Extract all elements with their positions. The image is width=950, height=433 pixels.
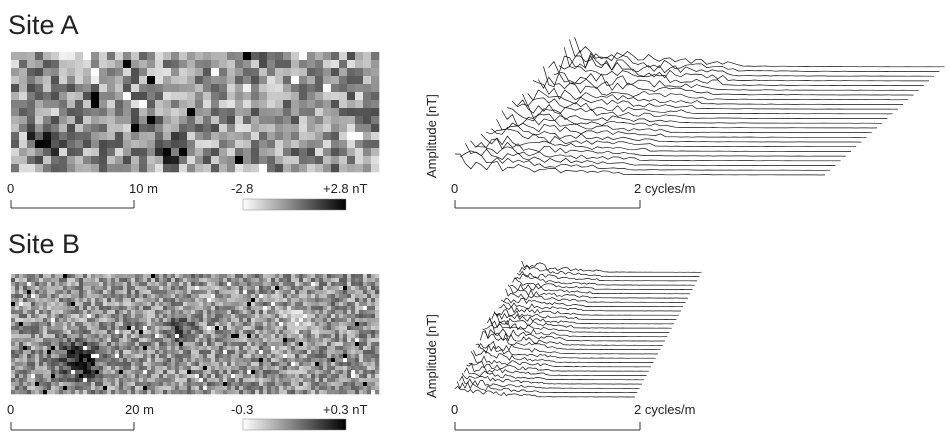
site-b-spectrum-trace bbox=[479, 331, 661, 351]
site-a-spectrum-trace bbox=[558, 55, 930, 82]
site-b-spectrum-trace bbox=[510, 283, 691, 295]
site-a-spectrum-trace bbox=[569, 39, 940, 72]
site-b-spectrum-trace bbox=[507, 284, 688, 299]
site-b-spectrum-trace bbox=[500, 299, 681, 312]
site-b-spectrum-trace bbox=[477, 340, 659, 355]
site-b-title: Site B bbox=[8, 229, 81, 259]
site-b-spectrum-trace bbox=[475, 343, 656, 359]
site-b-spectrum-trace bbox=[456, 381, 638, 394]
site-a-spectrum-trace bbox=[465, 143, 836, 166]
site-a-spectrum-trace bbox=[460, 150, 831, 171]
site-b-map-pixels bbox=[11, 274, 380, 395]
site-b-spectrum-trace bbox=[498, 303, 679, 316]
site-a-spectrum-trace bbox=[480, 133, 851, 152]
site-b-spectrum-trace bbox=[470, 351, 652, 368]
site-b-spectrum-trace bbox=[516, 270, 698, 282]
site-b-spectrum-trace bbox=[521, 260, 702, 273]
site-b-spectrum-trace bbox=[484, 324, 665, 342]
site-b-spectrum-trace bbox=[491, 312, 672, 329]
site-a-spectrum-trace bbox=[574, 37, 945, 68]
site-b-spectrum-trace bbox=[489, 317, 670, 333]
site-b-spectrum-x-end: 2 cycles/m bbox=[634, 402, 696, 417]
site-b-spectrum-traces bbox=[454, 260, 702, 398]
site-b-spectrum-trace bbox=[512, 276, 693, 290]
site-a-spectrum-x-start: 0 bbox=[451, 181, 459, 196]
site-a-spectrum-traces bbox=[454, 37, 945, 176]
site-a-scale-end: 10 m bbox=[129, 181, 158, 196]
site-a-spectrum-trace bbox=[496, 118, 867, 138]
site-a-spectrum-trace bbox=[501, 110, 872, 134]
site-b-spectrum-x-start: 0 bbox=[451, 402, 459, 417]
site-a-spectrum-trace bbox=[553, 55, 924, 86]
site-b-spectrum-trace bbox=[468, 360, 649, 372]
site-b-colorbar-max: +0.3 nT bbox=[323, 402, 368, 417]
site-b-spectrum-trace bbox=[459, 375, 640, 389]
site-a-spectrum-x-end: 2 cycles/m bbox=[634, 181, 696, 196]
site-a-spectrum-trace bbox=[563, 47, 935, 77]
site-a-title: Site A bbox=[8, 10, 79, 40]
site-b-spectrum-trace bbox=[473, 349, 654, 363]
site-a-spectrum-trace bbox=[548, 60, 919, 91]
site-b-spectrum-trace bbox=[505, 288, 686, 303]
site-a-spectrum-trace bbox=[527, 89, 898, 110]
site-a-map-pixels bbox=[11, 52, 380, 173]
site-a-colorbar-min: -2.8 bbox=[231, 181, 254, 196]
site-a-spectrum-trace bbox=[491, 125, 862, 143]
site-a-colorbar-max: +2.8 nT bbox=[323, 181, 368, 196]
site-b-spectrum-trace bbox=[496, 309, 677, 320]
site-b-colorbar-min: -0.3 bbox=[231, 402, 254, 417]
site-b-spectrum-trace bbox=[454, 385, 635, 398]
site-b-scale-end: 20 m bbox=[125, 402, 154, 417]
site-b-spectrum-trace bbox=[493, 311, 675, 325]
site-a-spectrum-trace bbox=[506, 107, 878, 129]
site-b-spectrum-trace bbox=[466, 363, 647, 376]
site-b-spectrum-trace bbox=[463, 367, 645, 381]
site-a-spectrum-trace bbox=[486, 128, 857, 148]
site-a-spectrum-trace bbox=[517, 99, 888, 119]
site-b-spectrum-trace bbox=[461, 372, 642, 385]
site-a-spectrum-trace bbox=[522, 93, 893, 115]
site-a-spectrum-trace bbox=[470, 140, 841, 162]
site-a-spectrum-trace bbox=[537, 76, 909, 101]
site-a-spectrum-trace bbox=[454, 153, 826, 176]
site-b-spectrum-trace bbox=[514, 273, 695, 286]
site-b-spectrum-trace bbox=[503, 297, 684, 308]
site-a-spectrum-trace bbox=[511, 100, 883, 124]
site-b-spectrum-trace bbox=[519, 264, 700, 277]
site-a-spectrum-trace bbox=[532, 80, 903, 105]
site-a-spectrum-trace bbox=[475, 138, 846, 157]
site-b-scale-start: 0 bbox=[7, 402, 15, 417]
site-a-scale-start: 0 bbox=[7, 181, 15, 196]
site-b-spectrum-trace bbox=[482, 328, 663, 346]
